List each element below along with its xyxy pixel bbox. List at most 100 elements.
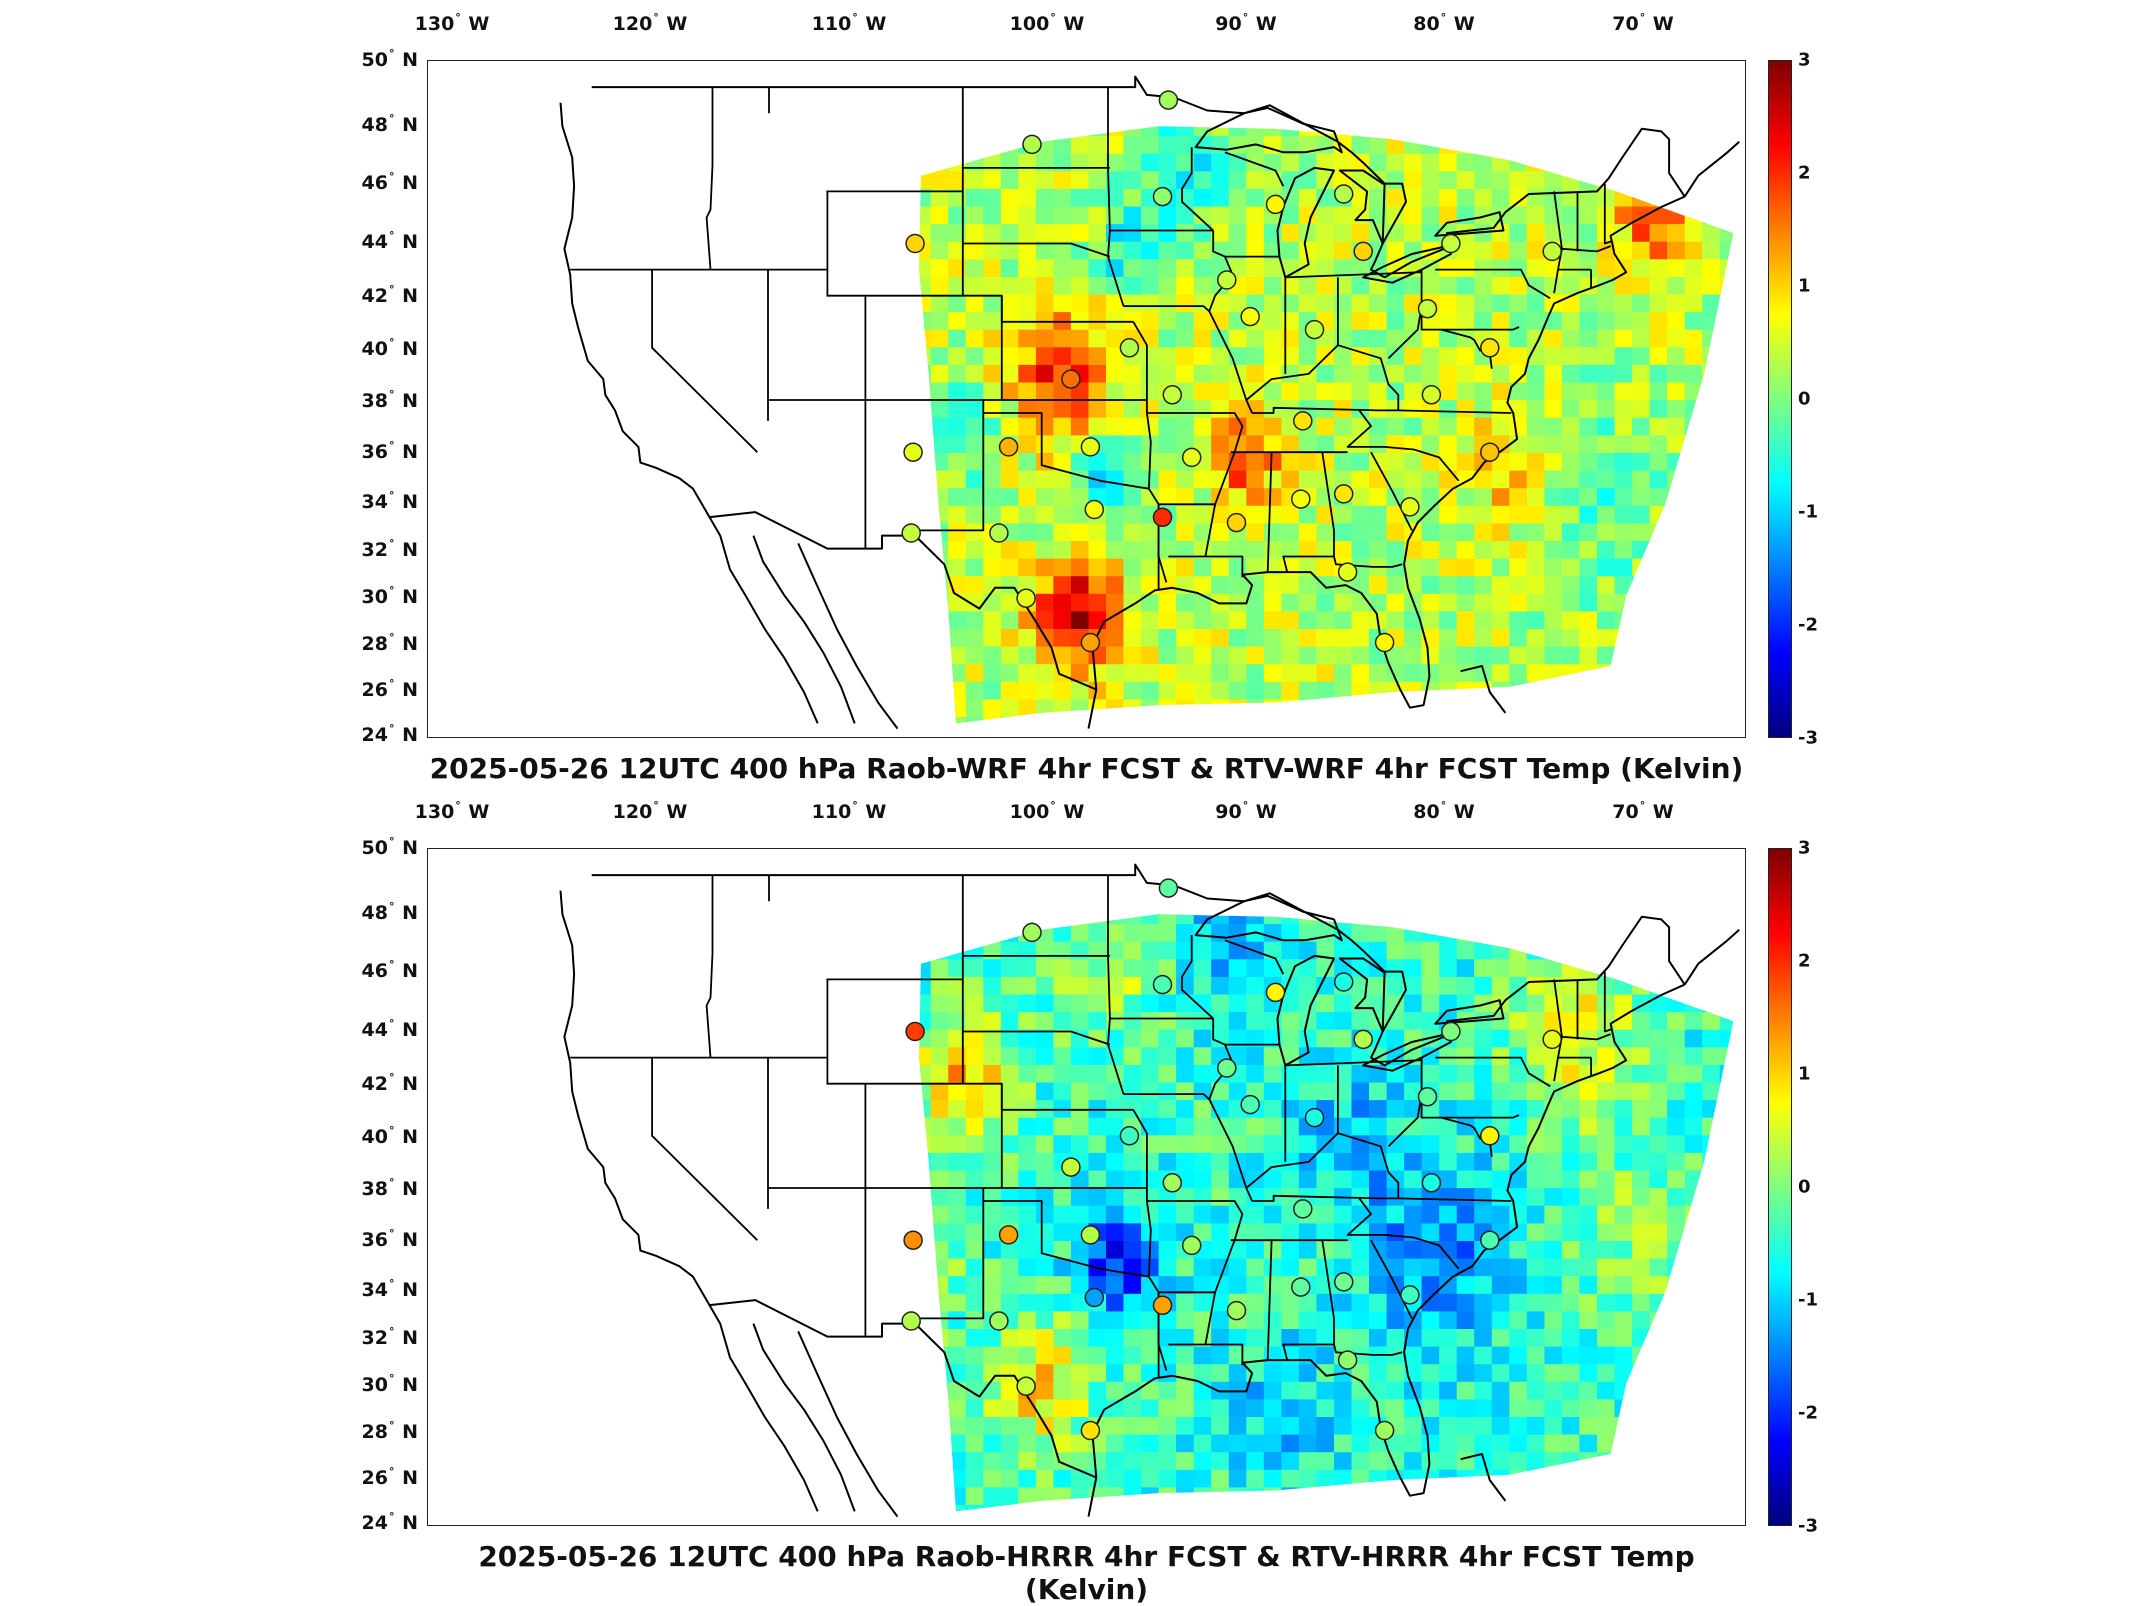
latitude-label: 26° N xyxy=(361,677,418,701)
panel-title: 2025-05-26 12UTC 400 hPa Raob-HRRR 4hr F… xyxy=(478,1540,1695,1606)
latitude-label: 30° N xyxy=(361,584,418,608)
latitude-label: 48° N xyxy=(361,900,418,924)
raob-station-marker xyxy=(1084,1287,1105,1308)
raob-station-marker xyxy=(1291,1277,1311,1297)
map-panel-raob-hrrr: 130° W 120° W 110° W 100° W 90° W 80° W 70° W … xyxy=(0,788,2133,1606)
raob-station-marker xyxy=(1061,1157,1081,1177)
longitude-label: 120° W xyxy=(612,11,688,35)
raob-station-marker xyxy=(1480,1126,1500,1146)
colorbar-tick-label: -3 xyxy=(1798,727,1818,749)
longitude-label: 80° W xyxy=(1413,799,1475,823)
raob-station-marker xyxy=(1217,1058,1237,1078)
raob-station-marker xyxy=(1217,270,1237,290)
raob-station-marker xyxy=(1293,411,1313,431)
raob-station-marker xyxy=(1480,442,1500,462)
latitude-label: 46° N xyxy=(361,958,418,982)
raob-station-marker xyxy=(1337,562,1358,582)
raob-station-marker xyxy=(998,1225,1019,1245)
raob-station-marker xyxy=(1480,1230,1500,1250)
raob-station-marker xyxy=(1480,338,1500,358)
raob-station-marker xyxy=(905,233,925,254)
raob-station-marker xyxy=(1016,1376,1036,1396)
raob-station-marker xyxy=(1158,878,1179,898)
raob-station-marker xyxy=(1152,507,1173,528)
raob-station-marker xyxy=(1291,489,1311,509)
raob-station-marker xyxy=(1337,1350,1358,1370)
longitude-label: 120° W xyxy=(612,799,688,823)
latitude-label: 26° N xyxy=(361,1465,418,1489)
longitude-label: 130° W xyxy=(414,799,490,823)
temperature-difference-map xyxy=(427,60,1746,738)
latitude-label: 40° N xyxy=(361,336,418,360)
raob-station-marker xyxy=(1333,1272,1354,1292)
latitude-label: 40° N xyxy=(361,1124,418,1148)
colorbar-tick-label: -2 xyxy=(1798,614,1818,636)
longitude-label: 110° W xyxy=(811,11,887,35)
longitude-label: 100° W xyxy=(1009,11,1085,35)
raob-markers xyxy=(901,878,1562,1441)
longitude-label: 70° W xyxy=(1612,799,1674,823)
latitude-label: 36° N xyxy=(361,1227,418,1251)
raob-station-marker xyxy=(1016,588,1036,608)
raob-station-marker xyxy=(1333,184,1354,204)
raob-station-marker xyxy=(901,523,921,543)
raob-station-marker xyxy=(1158,90,1179,110)
colorbar-tick-label: 1 xyxy=(1798,1063,1811,1085)
raob-station-marker xyxy=(989,1311,1009,1331)
longitude-label: 90° W xyxy=(1215,11,1277,35)
colorbar xyxy=(1768,60,1792,738)
raob-station-marker xyxy=(1080,1225,1101,1245)
colorbar-tick-label: 1 xyxy=(1798,275,1811,297)
raob-station-marker xyxy=(905,1021,925,1042)
latitude-label: 24° N xyxy=(361,722,418,746)
raob-station-marker xyxy=(1181,1235,1202,1256)
raob-station-marker xyxy=(1152,974,1173,995)
raob-station-marker xyxy=(1265,982,1286,1003)
raob-station-marker xyxy=(1061,369,1081,389)
raob-station-marker xyxy=(1162,385,1183,405)
longitude-label: 80° W xyxy=(1413,11,1475,35)
latitude-label: 44° N xyxy=(361,229,418,253)
raob-station-marker xyxy=(1374,1420,1395,1441)
raob-station-marker xyxy=(1240,1094,1260,1115)
latitude-label: 42° N xyxy=(361,283,418,307)
latitude-label: 34° N xyxy=(361,489,418,513)
colorbar-tick-label: -1 xyxy=(1798,501,1818,523)
latitude-label: 38° N xyxy=(361,1176,418,1200)
raob-station-marker xyxy=(1421,385,1442,405)
colorbar-tick-label: 0 xyxy=(1798,388,1811,410)
raob-station-marker xyxy=(1226,512,1247,533)
raob-station-marker xyxy=(903,1230,923,1250)
raob-station-marker xyxy=(1542,1029,1562,1050)
temperature-difference-map xyxy=(427,848,1746,1526)
raob-station-marker xyxy=(1080,632,1101,653)
map-svg xyxy=(559,863,1740,1518)
colorbar-tick-label: -3 xyxy=(1798,1515,1818,1537)
raob-station-marker xyxy=(1226,1300,1247,1321)
raob-station-marker xyxy=(1240,306,1260,327)
boundaries xyxy=(559,863,1740,1518)
raob-station-marker xyxy=(1441,233,1461,254)
raob-station-marker xyxy=(1417,298,1438,319)
colorbar-tick-label: 2 xyxy=(1798,950,1811,972)
raob-station-marker xyxy=(1022,922,1042,943)
latitude-label: 28° N xyxy=(361,631,418,655)
raob-station-marker xyxy=(989,523,1009,543)
raob-station-marker xyxy=(1265,194,1286,215)
longitude-label: 100° W xyxy=(1009,799,1085,823)
colorbar-tick-label: 2 xyxy=(1798,162,1811,184)
latitude-label: 36° N xyxy=(361,439,418,463)
colorbar-ticks: 3 2 1 0 -1 -2 -3 xyxy=(1798,838,1838,1537)
raob-station-marker xyxy=(1374,632,1395,653)
raob-station-marker xyxy=(1304,319,1325,340)
latitude-label: 46° N xyxy=(361,170,418,194)
longitude-label: 90° W xyxy=(1215,799,1277,823)
raob-station-marker xyxy=(1293,1199,1313,1219)
colorbar-tick-label: 0 xyxy=(1798,1176,1811,1198)
latitude-label: 28° N xyxy=(361,1419,418,1443)
raob-station-marker xyxy=(901,1311,921,1331)
longitude-label: 110° W xyxy=(811,799,887,823)
colorbar-ticks: 3 2 1 0 -1 -2 -3 xyxy=(1798,50,1838,749)
raob-station-marker xyxy=(1152,186,1173,207)
raob-station-marker xyxy=(1400,497,1420,517)
